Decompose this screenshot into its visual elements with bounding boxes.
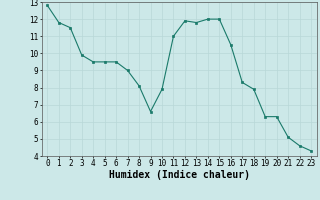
X-axis label: Humidex (Indice chaleur): Humidex (Indice chaleur) xyxy=(109,170,250,180)
